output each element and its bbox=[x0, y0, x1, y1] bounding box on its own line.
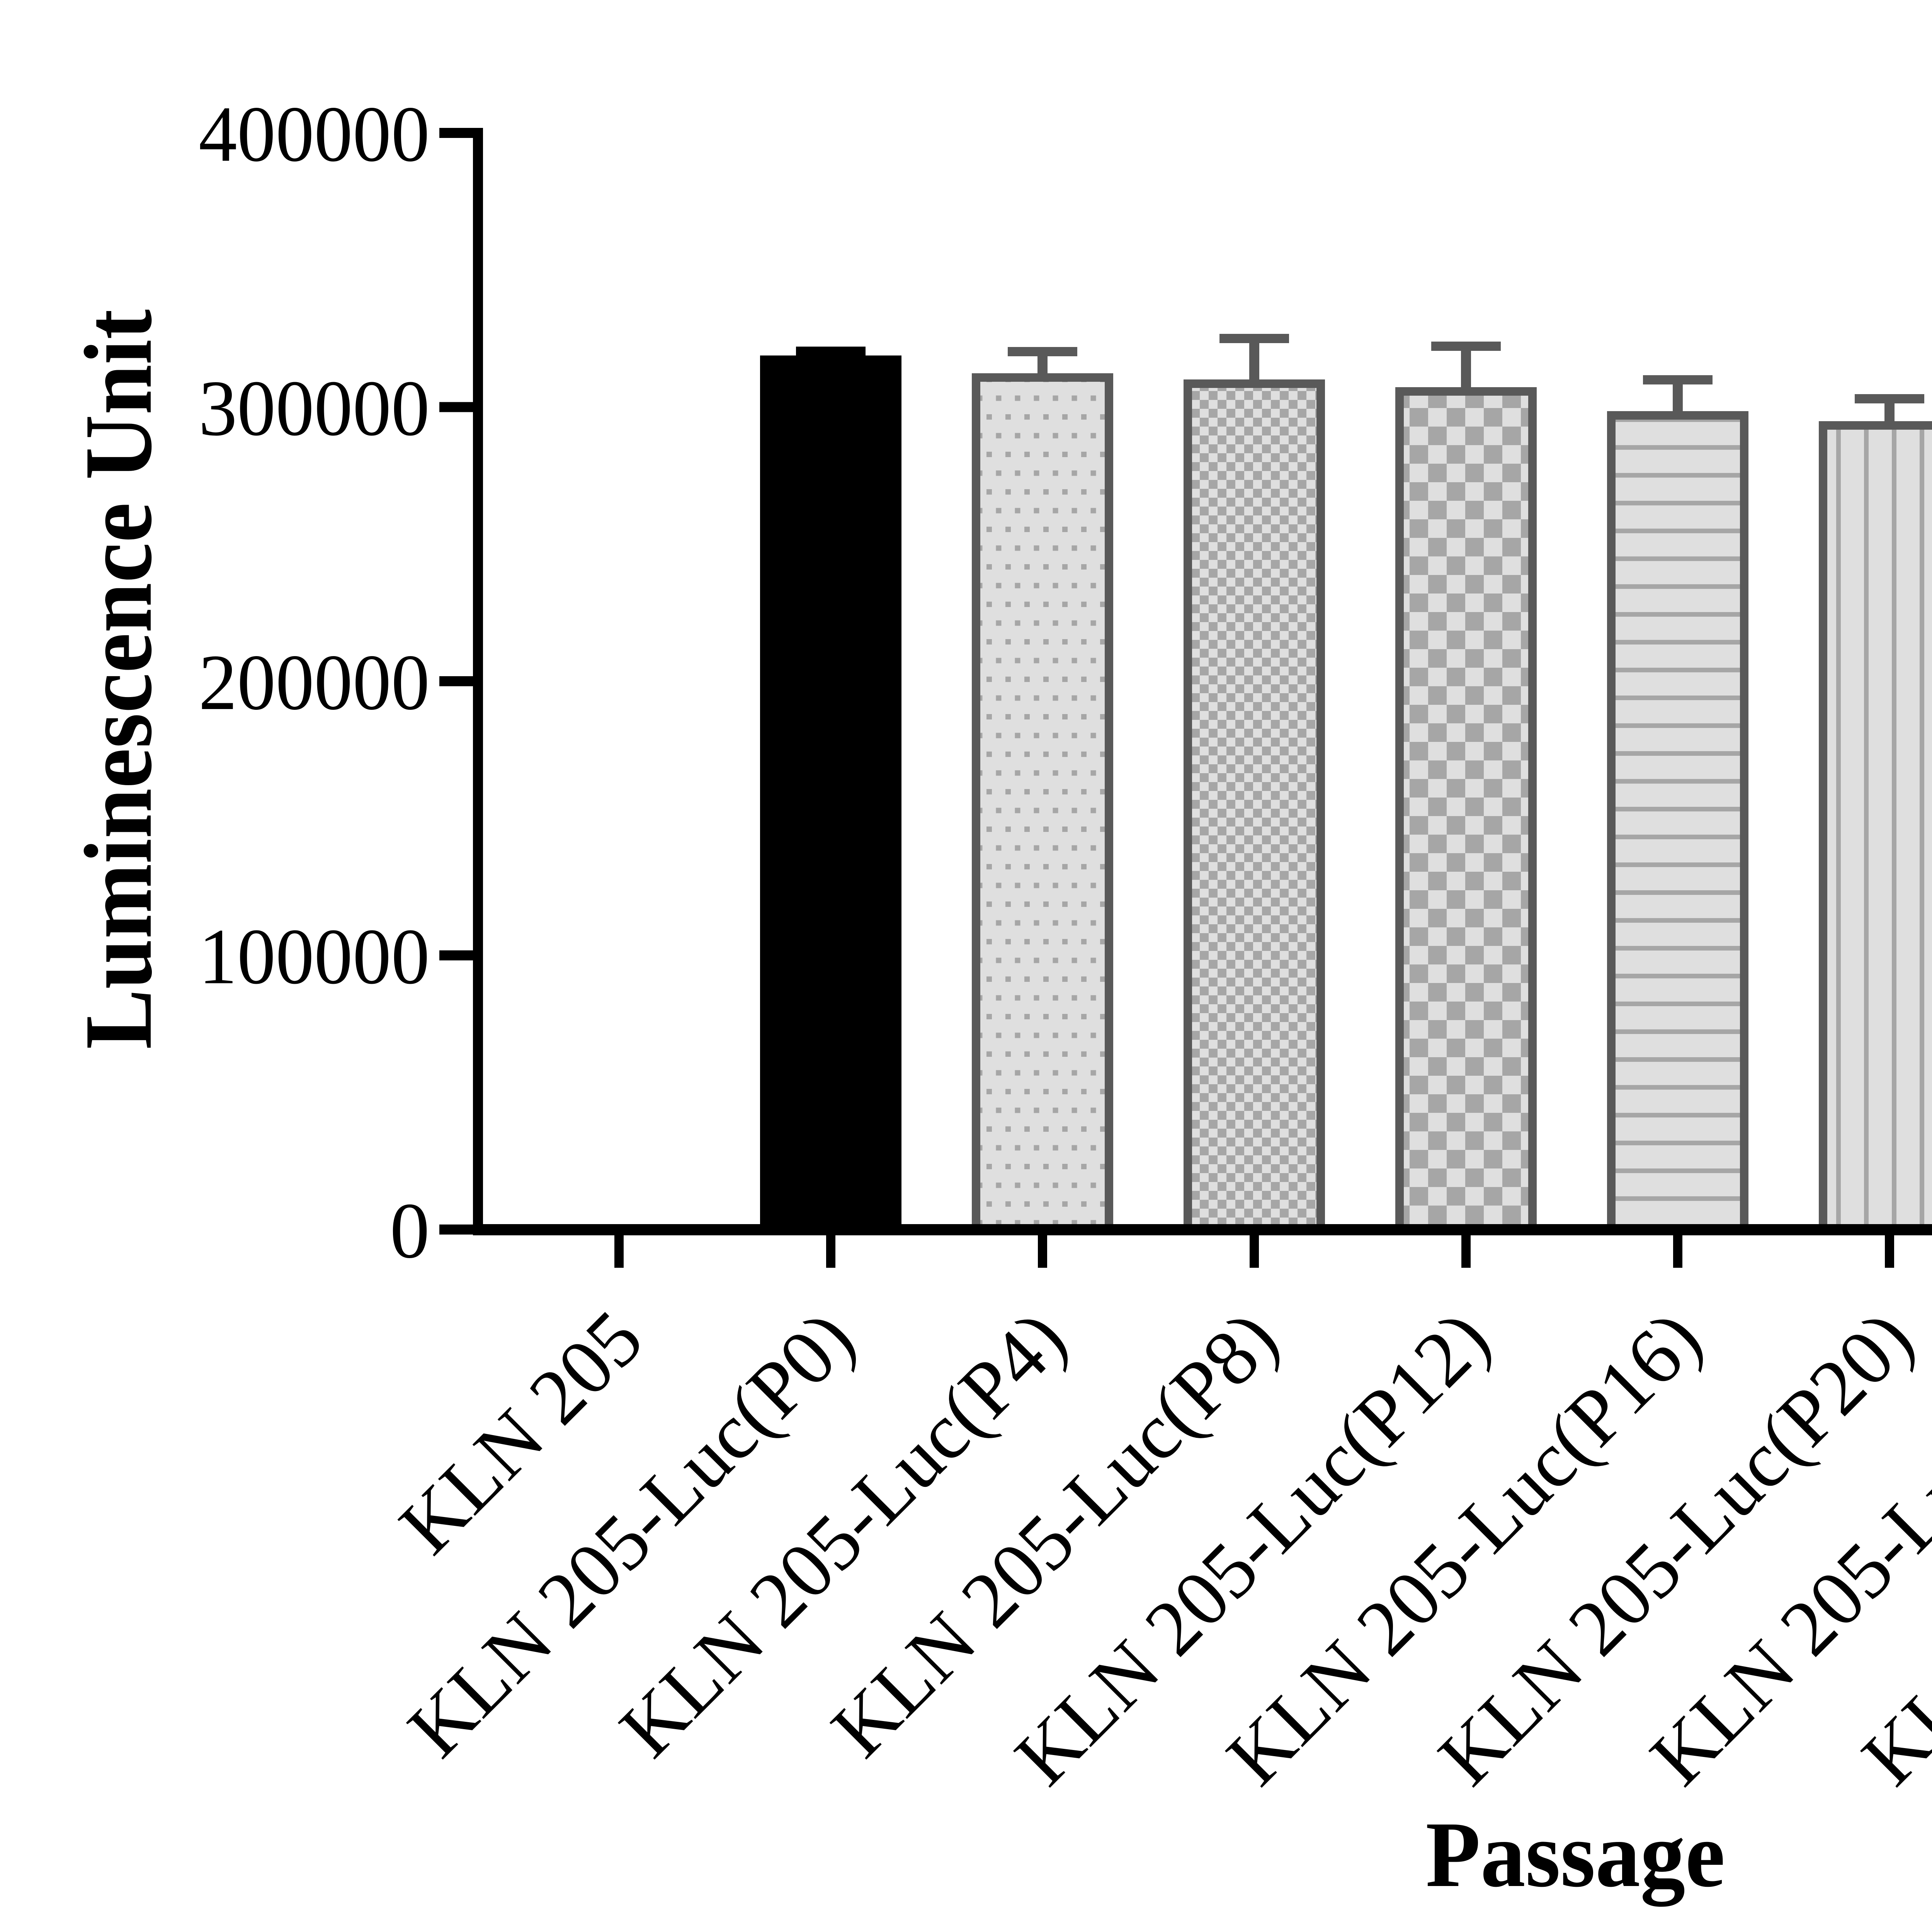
svg-text:100000: 100000 bbox=[199, 912, 430, 1001]
svg-text:400000: 400000 bbox=[199, 90, 430, 178]
svg-text:300000: 300000 bbox=[199, 364, 430, 452]
svg-text:200000: 200000 bbox=[199, 638, 430, 726]
svg-text:Luminescence Unit: Luminescence Unit bbox=[65, 310, 172, 1049]
svg-text:0: 0 bbox=[390, 1186, 430, 1275]
svg-text:Passage: Passage bbox=[1426, 1802, 1725, 1907]
